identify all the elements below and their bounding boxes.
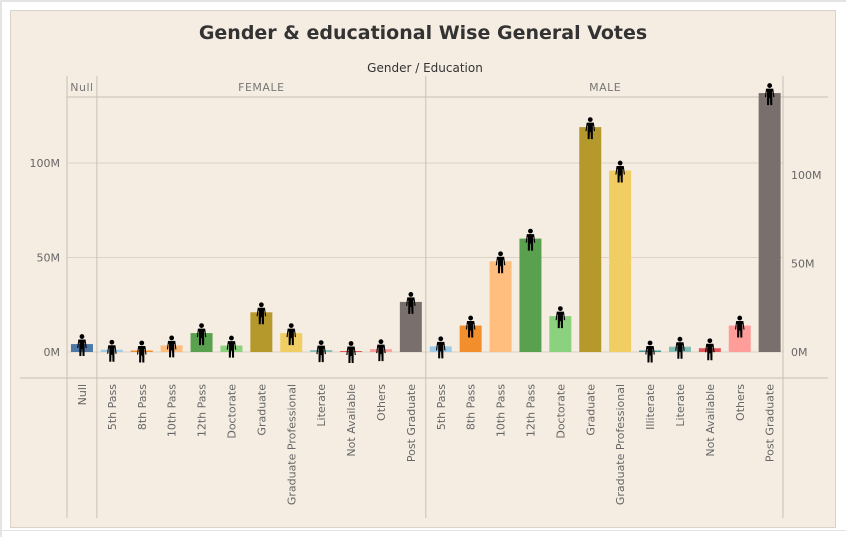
x-tick-label: 8th Pass	[136, 384, 149, 430]
bar[interactable]	[609, 170, 632, 352]
x-tick-label: Literate	[674, 384, 687, 427]
x-tick-label: Graduate Professional	[285, 384, 298, 505]
person-icon	[675, 336, 685, 359]
person-icon	[346, 341, 356, 363]
bar[interactable]	[728, 325, 751, 352]
x-tick-label: 5th Pass	[435, 384, 448, 430]
bar[interactable]	[549, 316, 572, 352]
person-icon	[435, 336, 446, 359]
x-tick-label: Graduate Professional	[614, 384, 627, 505]
right-y-tick-label: 50M	[791, 258, 815, 271]
person-icon	[734, 315, 745, 338]
left-edge	[0, 2, 2, 537]
person-icon	[495, 251, 506, 274]
bar[interactable]	[758, 93, 781, 352]
bar[interactable]	[519, 238, 542, 352]
group-header: Null	[70, 81, 93, 94]
group-header: FEMALE	[238, 81, 284, 94]
person-icon	[226, 335, 237, 358]
y-tick-label: 50M	[37, 252, 61, 265]
person-icon	[376, 339, 386, 362]
person-icon	[645, 340, 655, 363]
right-y-tick-label: 100M	[791, 169, 822, 182]
person-icon	[166, 335, 177, 358]
chart-title: Gender & educational Wise General Votes	[198, 22, 648, 44]
x-tick-label: Graduate	[255, 384, 268, 436]
right-y-tick-label: 0M	[791, 346, 808, 359]
person-icon	[256, 302, 267, 325]
x-tick-label: 5th Pass	[106, 384, 119, 430]
chart-panel	[10, 10, 836, 528]
bar[interactable]	[250, 312, 273, 352]
bar[interactable]	[399, 301, 422, 352]
x-tick-label: Null	[76, 384, 89, 405]
x-tick-label: 10th Pass	[495, 384, 508, 437]
y-tick-label: 0M	[44, 346, 61, 359]
x-tick-label: 8th Pass	[465, 384, 478, 430]
y-tick-label: 100M	[30, 157, 61, 170]
person-icon	[555, 306, 566, 329]
x-tick-label: 12th Pass	[196, 384, 209, 437]
bar[interactable]	[459, 325, 482, 352]
x-tick-label: 10th Pass	[166, 384, 179, 437]
bar[interactable]	[190, 333, 213, 352]
person-icon	[585, 117, 596, 140]
person-icon	[764, 83, 775, 106]
bar[interactable]	[579, 127, 602, 352]
x-tick-label: Doctorate	[225, 384, 238, 439]
x-tick-label: Post Graduate	[405, 384, 418, 462]
x-tick-label: Illiterate	[644, 384, 657, 430]
person-icon	[705, 338, 715, 361]
person-icon	[196, 323, 207, 346]
person-icon	[107, 339, 117, 362]
person-icon	[316, 340, 326, 363]
x-tick-label: 12th Pass	[524, 384, 537, 437]
top-edge	[0, 0, 846, 2]
bottom-edge	[0, 530, 846, 531]
person-icon	[286, 323, 297, 346]
bar[interactable]	[489, 261, 512, 352]
group-header: MALE	[589, 81, 621, 94]
person-icon	[77, 334, 87, 357]
person-icon	[406, 292, 416, 314]
person-icon	[525, 228, 536, 251]
x-tick-label: Others	[734, 384, 747, 421]
person-icon	[615, 160, 625, 183]
x-tick-label: Doctorate	[554, 384, 567, 439]
x-tick-label: Not Available	[345, 384, 358, 457]
column-header: Gender / Education	[367, 61, 483, 75]
x-tick-label: Others	[375, 384, 388, 421]
x-tick-label: Literate	[315, 384, 328, 427]
bar[interactable]	[280, 333, 303, 352]
person-icon	[465, 315, 476, 338]
x-tick-label: Not Available	[704, 384, 717, 457]
person-icon	[136, 340, 147, 363]
x-tick-label: Graduate	[584, 384, 597, 436]
x-tick-label: Post Graduate	[764, 384, 777, 462]
